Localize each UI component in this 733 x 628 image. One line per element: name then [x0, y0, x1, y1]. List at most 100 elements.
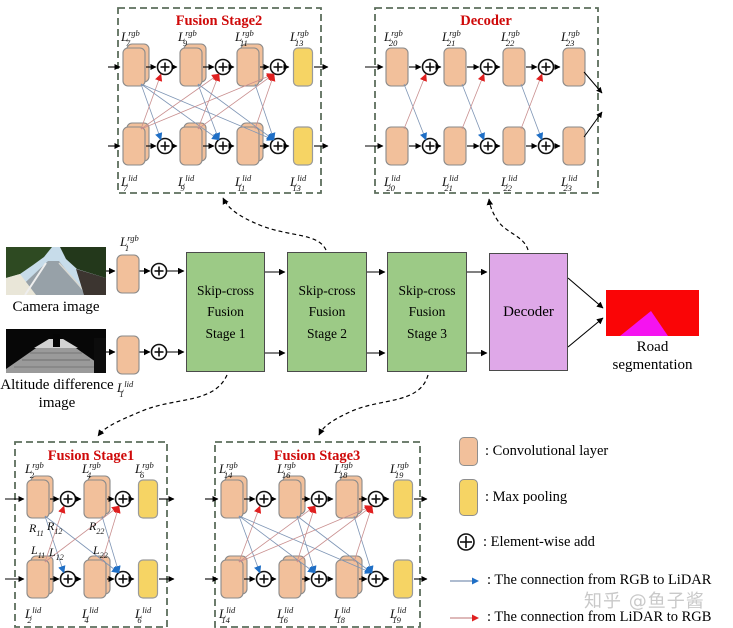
- rgb-to-lidar-arrow: [403, 83, 427, 141]
- rgb-to-lidar-arrow: [254, 83, 276, 141]
- lidar-to-rgb-arrow-icon: [450, 614, 479, 621]
- stage1-line1: Skip-cross: [197, 282, 254, 298]
- rgb-to-lidar-arrow: [44, 515, 120, 574]
- layer-label: Llid 22: [500, 173, 518, 193]
- lidar-to-rgb-arrow: [296, 505, 317, 563]
- rgb-to-lidar-arrow: [197, 83, 221, 141]
- element-wise-add: [156, 58, 174, 76]
- layer-label: Llid 20: [383, 173, 401, 193]
- layer-label: R11: [28, 521, 44, 538]
- layer-label: Llid 9: [177, 173, 195, 193]
- camera-image-scene: [6, 247, 106, 295]
- layer-label: Llid 7: [120, 173, 138, 193]
- altitude-label-line2: image: [38, 395, 76, 412]
- altitude-image-label: Altitude difference image: [0, 376, 116, 413]
- conv-swatch-icon: [459, 437, 478, 466]
- layer-label: Lrgb 4: [81, 460, 101, 480]
- layer-label: Llid 18: [333, 605, 351, 625]
- detail-link-dashed-arrow-stage3: [318, 374, 429, 436]
- rgb-to-lidar-arrow-icon: [450, 577, 479, 584]
- decoder-box-label: Decoder: [503, 303, 554, 320]
- conv-layer-L2-lid: [26, 555, 54, 599]
- stage2-line2: Fusion: [308, 304, 346, 320]
- road-segmentation-image: [606, 290, 699, 336]
- legend-row-red-arrow: : The connection from LiDAR to RGB: [450, 609, 711, 626]
- conv-layer-L9-rgb: [179, 43, 207, 87]
- conv-layer-L21-rgb: [443, 47, 467, 87]
- element-wise-add: [421, 58, 439, 76]
- element-wise-add: [269, 137, 287, 155]
- conv-layer-L9-lid: [179, 122, 207, 166]
- lidar-to-rgb-arrow: [101, 505, 121, 563]
- element-wise-add: [150, 343, 168, 361]
- element-wise-add: [310, 490, 328, 508]
- lidar-to-rgb-arrow: [238, 505, 262, 563]
- stage1-line2: Fusion: [207, 304, 244, 320]
- lidar-to-rgb-arrow: [140, 73, 275, 130]
- altitude-difference-image: [6, 329, 106, 373]
- rgb-to-lidar-arrow: [140, 83, 163, 141]
- panel-title: Fusion Stage1: [48, 448, 135, 464]
- element-wise-add: [59, 490, 77, 508]
- conv-layer-L16-lid: [278, 555, 306, 599]
- decoder-output-arrow: [583, 71, 603, 94]
- lidar-to-rgb-arrow: [296, 505, 373, 563]
- layer-label: R22: [88, 519, 104, 536]
- rgb-to-lidar-arrow: [101, 515, 121, 574]
- detail-link-dashed-arrow-stage1: [97, 374, 228, 437]
- fusion-stage3-panel: Fusion Stage3 Lrgb 14 Lrgb 16 Lrgb 18 Lrgb 19 Lli…: [205, 441, 428, 628]
- layer-label: Lrgb 13: [289, 28, 309, 48]
- layer-label: Llid 6: [134, 605, 152, 625]
- conv-layer-L18-rgb: [335, 475, 363, 519]
- lidar-to-rgb-arrow: [44, 505, 120, 563]
- stage1-line3: Stage 1: [205, 325, 246, 341]
- lidar-to-rgb-arrow: [197, 73, 275, 130]
- max-pool-L13-rgb: [292, 47, 314, 87]
- lidar-to-rgb-arrow: [461, 73, 485, 130]
- element-wise-add: [269, 58, 287, 76]
- stage2-line1: Skip-cross: [298, 282, 356, 298]
- rgb-to-lidar-arrow: [296, 515, 317, 574]
- layer-label: Llid 21: [441, 173, 459, 193]
- layer-label: L12: [48, 545, 64, 562]
- layer-label: Lrgb 2: [24, 460, 44, 480]
- max-pool-L13-lid: [292, 126, 314, 166]
- conv-layer-L4-lid: [83, 555, 111, 599]
- conv-layer-L14-lid: [220, 555, 248, 599]
- conv-layer-L18-lid: [335, 555, 363, 599]
- layer-label: Lrgb 1: [119, 233, 139, 253]
- panel-title: Fusion Stage3: [274, 448, 361, 464]
- conv-layer-L1-rgb: [116, 254, 140, 294]
- stage3-line2: Fusion: [408, 304, 446, 320]
- element-wise-add: [114, 570, 132, 588]
- altitude-label-line1: Altitude difference: [0, 377, 114, 393]
- conv-layer-L16-rgb: [278, 475, 306, 519]
- conv-layer-L21-lid: [443, 126, 467, 166]
- road-segmentation-label: Road segmentation: [612, 339, 693, 374]
- panel-border: [374, 7, 599, 194]
- conv-layer-L20-lid: [385, 126, 409, 166]
- legend-rgb-to-lidar-label: : The connection from RGB to LiDAR: [487, 572, 712, 588]
- legend-pool-label: : Max pooling: [485, 489, 568, 505]
- element-wise-add: [255, 490, 273, 508]
- layer-label: Lrgb 7: [120, 28, 140, 48]
- rgb-to-lidar-arrow: [140, 83, 220, 141]
- layer-label: Llid 11: [234, 173, 252, 193]
- layer-label: Lrgb 20: [383, 28, 403, 48]
- conv-layer-L11-lid: [236, 122, 264, 166]
- conv-layer-L22-rgb: [502, 47, 526, 87]
- layer-label: Lrgb 6: [134, 460, 154, 480]
- flow-arrow: [567, 277, 604, 309]
- rgb-to-lidar-arrow: [296, 515, 373, 574]
- legend-row-blue-arrow: : The connection from RGB to LiDAR: [450, 572, 711, 589]
- rgb-to-lidar-arrow: [461, 83, 485, 141]
- layer-label: R12: [46, 519, 62, 536]
- skip-cross-fusion-stage-2-box: Skip-cross Fusion Stage 2: [287, 252, 367, 372]
- legend-row-add: : Element-wise add: [456, 532, 595, 552]
- element-wise-add: [59, 570, 77, 588]
- layer-label: Llid 14: [218, 605, 236, 625]
- conv-layer-L23-lid: [562, 126, 586, 166]
- element-wise-add: [255, 570, 273, 588]
- lidar-to-rgb-arrow: [254, 73, 276, 130]
- detail-link-dashed-arrow-decoder: [486, 198, 529, 251]
